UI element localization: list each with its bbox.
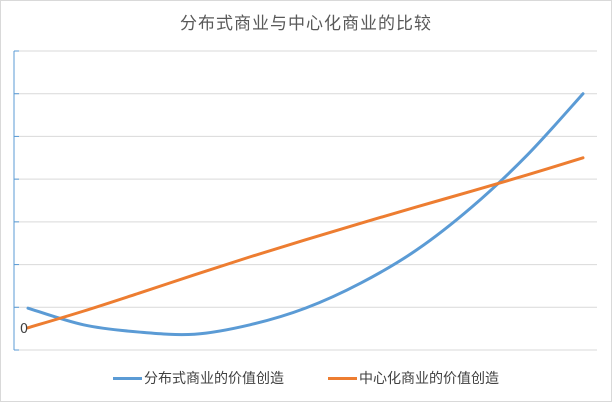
data-label: 0 — [20, 322, 28, 337]
gridlines — [14, 50, 597, 351]
legend-swatch-blue — [113, 376, 142, 380]
chart-title: 分布式商业与中心化商业的比较 — [180, 14, 432, 34]
legend-item-distributed[interactable]: 分布式商业的价值创造 — [113, 368, 284, 388]
legend-label: 分布式商业的价值创造 — [144, 371, 284, 387]
data-labels: 0 — [20, 322, 28, 337]
legend-swatch-orange — [328, 376, 357, 380]
legend-item-centralized[interactable]: 中心化商业的价值创造 — [328, 368, 499, 388]
legend: 分布式商业的价值创造 中心化商业的价值创造 — [0, 368, 612, 388]
series-line-centralized[interactable] — [26, 156, 585, 330]
series-line-distributed[interactable] — [26, 92, 585, 337]
y-axis — [13, 50, 19, 351]
series-lines — [26, 92, 585, 337]
legend-label: 中心化商业的价值创造 — [359, 371, 499, 387]
